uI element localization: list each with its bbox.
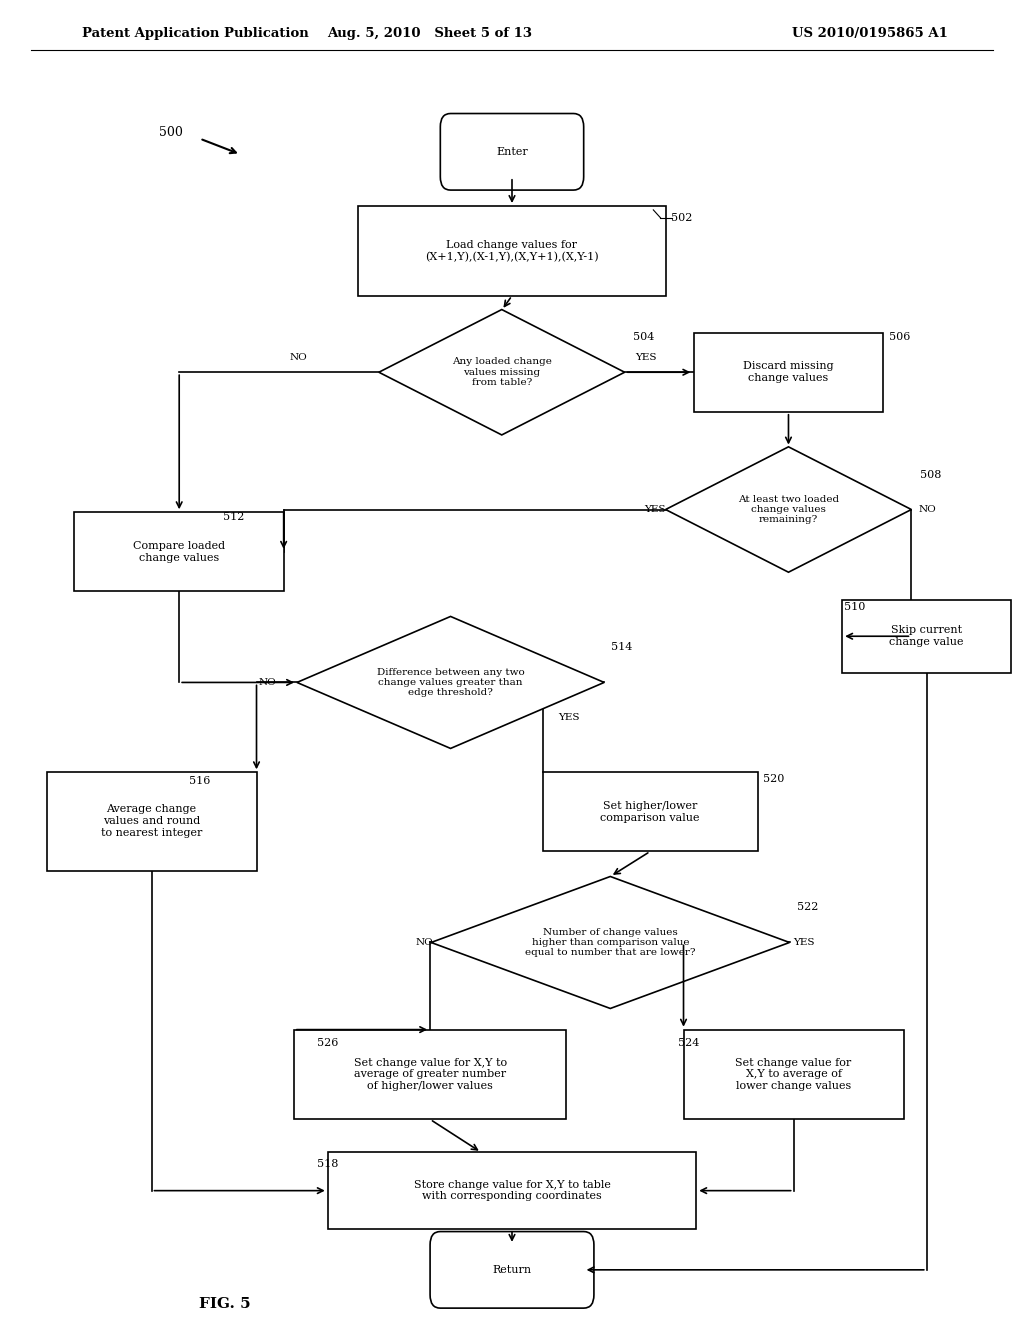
Polygon shape [666,446,911,573]
FancyBboxPatch shape [440,114,584,190]
Text: 510: 510 [844,602,865,612]
Polygon shape [297,616,604,748]
Text: NO: NO [416,939,433,946]
Text: Average change
values and round
to nearest integer: Average change values and round to neare… [101,804,202,838]
FancyBboxPatch shape [47,771,256,871]
Text: 512: 512 [223,512,245,523]
FancyBboxPatch shape [684,1030,903,1119]
Text: 516: 516 [189,776,211,787]
Text: 520: 520 [763,774,784,784]
Text: 506: 506 [889,331,910,342]
FancyBboxPatch shape [430,1232,594,1308]
Text: Set change value for
X,Y to average of
lower change values: Set change value for X,Y to average of l… [735,1057,852,1092]
Text: 518: 518 [316,1159,338,1170]
Text: Return: Return [493,1265,531,1275]
FancyBboxPatch shape [694,333,883,412]
Text: Any loaded change
values missing
from table?: Any loaded change values missing from ta… [452,358,552,387]
Text: Compare loaded
change values: Compare loaded change values [133,541,225,562]
Text: 504: 504 [633,331,654,342]
Text: 508: 508 [920,470,941,480]
Text: YES: YES [635,352,656,362]
FancyBboxPatch shape [74,512,284,591]
Text: Skip current
change value: Skip current change value [890,626,964,647]
Text: YES: YES [558,713,580,722]
Polygon shape [379,310,625,436]
Text: US 2010/0195865 A1: US 2010/0195865 A1 [793,26,948,40]
Text: Patent Application Publication: Patent Application Publication [82,26,308,40]
FancyBboxPatch shape [358,206,666,296]
Text: Discard missing
change values: Discard missing change values [743,362,834,383]
Text: Enter: Enter [496,147,528,157]
Text: NO: NO [259,678,276,686]
Text: 500: 500 [159,125,182,139]
Polygon shape [431,876,790,1008]
FancyBboxPatch shape [295,1030,565,1119]
Text: 502: 502 [671,213,692,223]
Text: 522: 522 [797,902,818,912]
Text: YES: YES [644,506,666,513]
Text: At least two loaded
change values
remaining?: At least two loaded change values remain… [738,495,839,524]
Text: 524: 524 [678,1038,699,1048]
Text: Number of change values
higher than comparison value
equal to number that are lo: Number of change values higher than comp… [525,928,695,957]
Text: FIG. 5: FIG. 5 [200,1298,251,1311]
Text: NO: NO [919,506,936,513]
FancyBboxPatch shape [543,772,758,851]
Text: 526: 526 [316,1038,338,1048]
Text: YES: YES [794,939,815,946]
Text: NO: NO [290,352,307,362]
FancyBboxPatch shape [842,599,1012,672]
Text: Store change value for X,Y to table
with corresponding coordinates: Store change value for X,Y to table with… [414,1180,610,1201]
Text: Difference between any two
change values greater than
edge threshold?: Difference between any two change values… [377,668,524,697]
Text: 514: 514 [611,642,633,652]
FancyBboxPatch shape [328,1152,696,1229]
Text: Aug. 5, 2010   Sheet 5 of 13: Aug. 5, 2010 Sheet 5 of 13 [328,26,532,40]
Text: Load change values for
(X+1,Y),(X-1,Y),(X,Y+1),(X,Y-1): Load change values for (X+1,Y),(X-1,Y),(… [425,240,599,261]
Text: Set change value for X,Y to
average of greater number
of higher/lower values: Set change value for X,Y to average of g… [353,1057,507,1092]
Text: Set higher/lower
comparison value: Set higher/lower comparison value [600,801,700,822]
